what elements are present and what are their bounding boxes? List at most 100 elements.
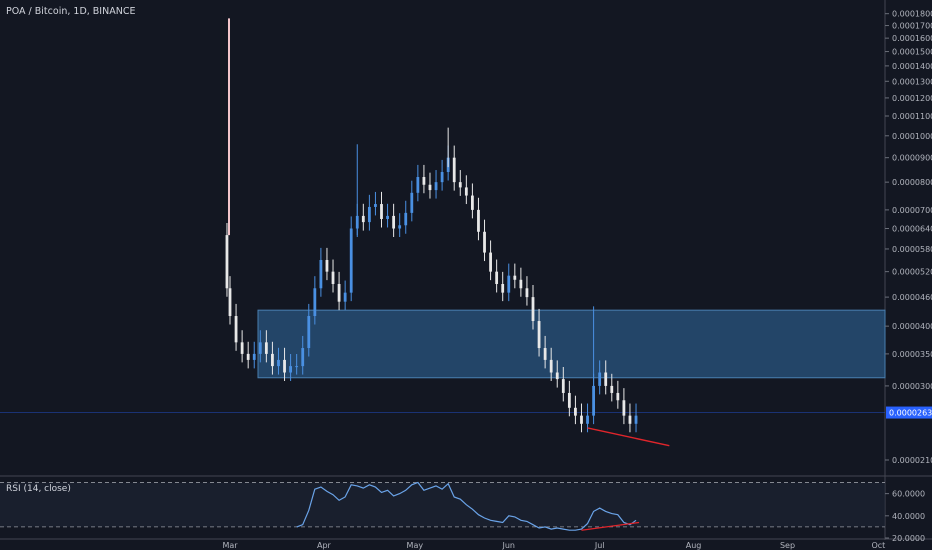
candle-body xyxy=(610,385,614,393)
candle-body xyxy=(561,379,565,393)
chart-title: POA / Bitcoin, 1D, BINANCE xyxy=(6,6,136,17)
candle-body xyxy=(271,353,274,367)
candle-body xyxy=(580,415,583,424)
price-tick-label: 0.00008000 xyxy=(892,178,932,187)
rsi-line xyxy=(296,481,637,531)
candle-body xyxy=(464,187,468,196)
candle-body xyxy=(586,415,589,424)
price-tick-label: 0.00015000 xyxy=(892,48,932,57)
candle-body xyxy=(604,372,608,386)
candle-body xyxy=(410,192,414,213)
candle-body xyxy=(616,392,620,401)
candle-body xyxy=(628,415,632,424)
time-tick-label: Jul xyxy=(594,541,605,550)
rsi-tick-label: 20.0000 xyxy=(892,534,925,543)
candle-body xyxy=(228,288,232,317)
candle-body xyxy=(246,353,250,360)
candle-body xyxy=(386,215,389,219)
candle-body xyxy=(574,407,577,416)
last-price-tag xyxy=(886,406,932,419)
price-tick-label: 0.00017000 xyxy=(892,22,932,31)
rsi-tick-label: 60.0000 xyxy=(892,490,925,499)
price-tick-label: 0.00004600 xyxy=(892,293,932,302)
candle-body xyxy=(622,400,626,416)
price-tick-label: 0.00003000 xyxy=(892,382,932,391)
candle-body xyxy=(567,392,571,408)
candle-body xyxy=(283,359,286,373)
candle-body xyxy=(380,204,383,219)
candle-body xyxy=(555,372,559,380)
price-tick-label: 0.00003500 xyxy=(892,350,932,359)
time-tick-label: Jun xyxy=(502,541,516,550)
price-tick-label: 0.00004000 xyxy=(892,322,932,331)
time-tick-label: Mar xyxy=(222,541,238,550)
candle-body xyxy=(422,177,426,185)
time-tick-label: May xyxy=(407,541,424,550)
candle-body xyxy=(404,212,408,226)
candle-body xyxy=(531,297,535,322)
candle-body xyxy=(513,275,517,280)
price-tick-label: 0.00016000 xyxy=(892,34,932,43)
candle-body xyxy=(361,215,365,223)
candle-body xyxy=(398,225,402,229)
candle-body xyxy=(471,195,474,210)
price-tick-label: 0.00018000 xyxy=(892,10,932,19)
candle-body xyxy=(458,182,462,188)
price-tick-label: 0.00007000 xyxy=(892,206,932,215)
candle-body xyxy=(258,342,262,354)
candle-body xyxy=(289,366,292,373)
candle-body xyxy=(234,316,238,343)
candle-body xyxy=(264,342,268,354)
time-tick-label: Aug xyxy=(686,541,702,550)
candle-body xyxy=(337,283,341,302)
rsi-trendline xyxy=(581,521,640,531)
candle-body xyxy=(252,353,256,360)
price-trendline xyxy=(587,427,670,447)
price-tick-label: 0.00006400 xyxy=(892,225,932,234)
candle-body xyxy=(349,228,353,293)
price-tick-label: 0.00013000 xyxy=(892,77,932,86)
candle-body xyxy=(519,279,523,289)
candle-body xyxy=(634,415,638,424)
candle-body xyxy=(319,259,323,289)
candle-body xyxy=(392,215,396,229)
price-tick-label: 0.00005200 xyxy=(892,268,932,277)
candle-body xyxy=(525,288,529,298)
candle-body xyxy=(507,275,511,293)
candle-body xyxy=(416,177,420,193)
candle-body xyxy=(434,182,438,191)
rsi-tick-label: 40.0000 xyxy=(892,512,925,521)
candle-body xyxy=(295,366,299,368)
candle-body xyxy=(477,209,480,232)
zone-rectangle xyxy=(257,309,886,379)
time-tick-label: Oct xyxy=(871,541,885,550)
candle-body xyxy=(440,172,444,183)
candle-body xyxy=(331,271,335,284)
candle-body xyxy=(543,348,547,360)
candle-body xyxy=(549,359,553,373)
candle-body xyxy=(598,372,602,386)
price-tick-label: 0.00010000 xyxy=(892,132,932,141)
rsi-title: RSI (14, close) xyxy=(6,484,71,494)
candle-body xyxy=(301,348,305,367)
price-tick-label: 0.00002100 xyxy=(892,456,932,465)
time-tick-label: Sep xyxy=(780,541,795,550)
candle-body xyxy=(495,271,499,284)
price-tick-label: 0.00009000 xyxy=(892,154,932,163)
price-tick-label: 0.00012000 xyxy=(892,94,932,103)
candle-body xyxy=(374,204,377,207)
candle-body xyxy=(428,184,432,191)
candle-body xyxy=(452,157,456,183)
candle-body xyxy=(489,252,492,272)
candle-body xyxy=(277,359,280,367)
candle-body xyxy=(225,235,229,289)
candle-body xyxy=(307,316,311,349)
candle-body xyxy=(325,259,329,272)
candle-body xyxy=(592,385,595,416)
candle-body xyxy=(483,231,486,253)
rsi-band-fill xyxy=(0,482,885,527)
candle-body xyxy=(343,292,347,302)
time-tick-label: Apr xyxy=(317,541,332,550)
candle-body xyxy=(313,288,317,317)
